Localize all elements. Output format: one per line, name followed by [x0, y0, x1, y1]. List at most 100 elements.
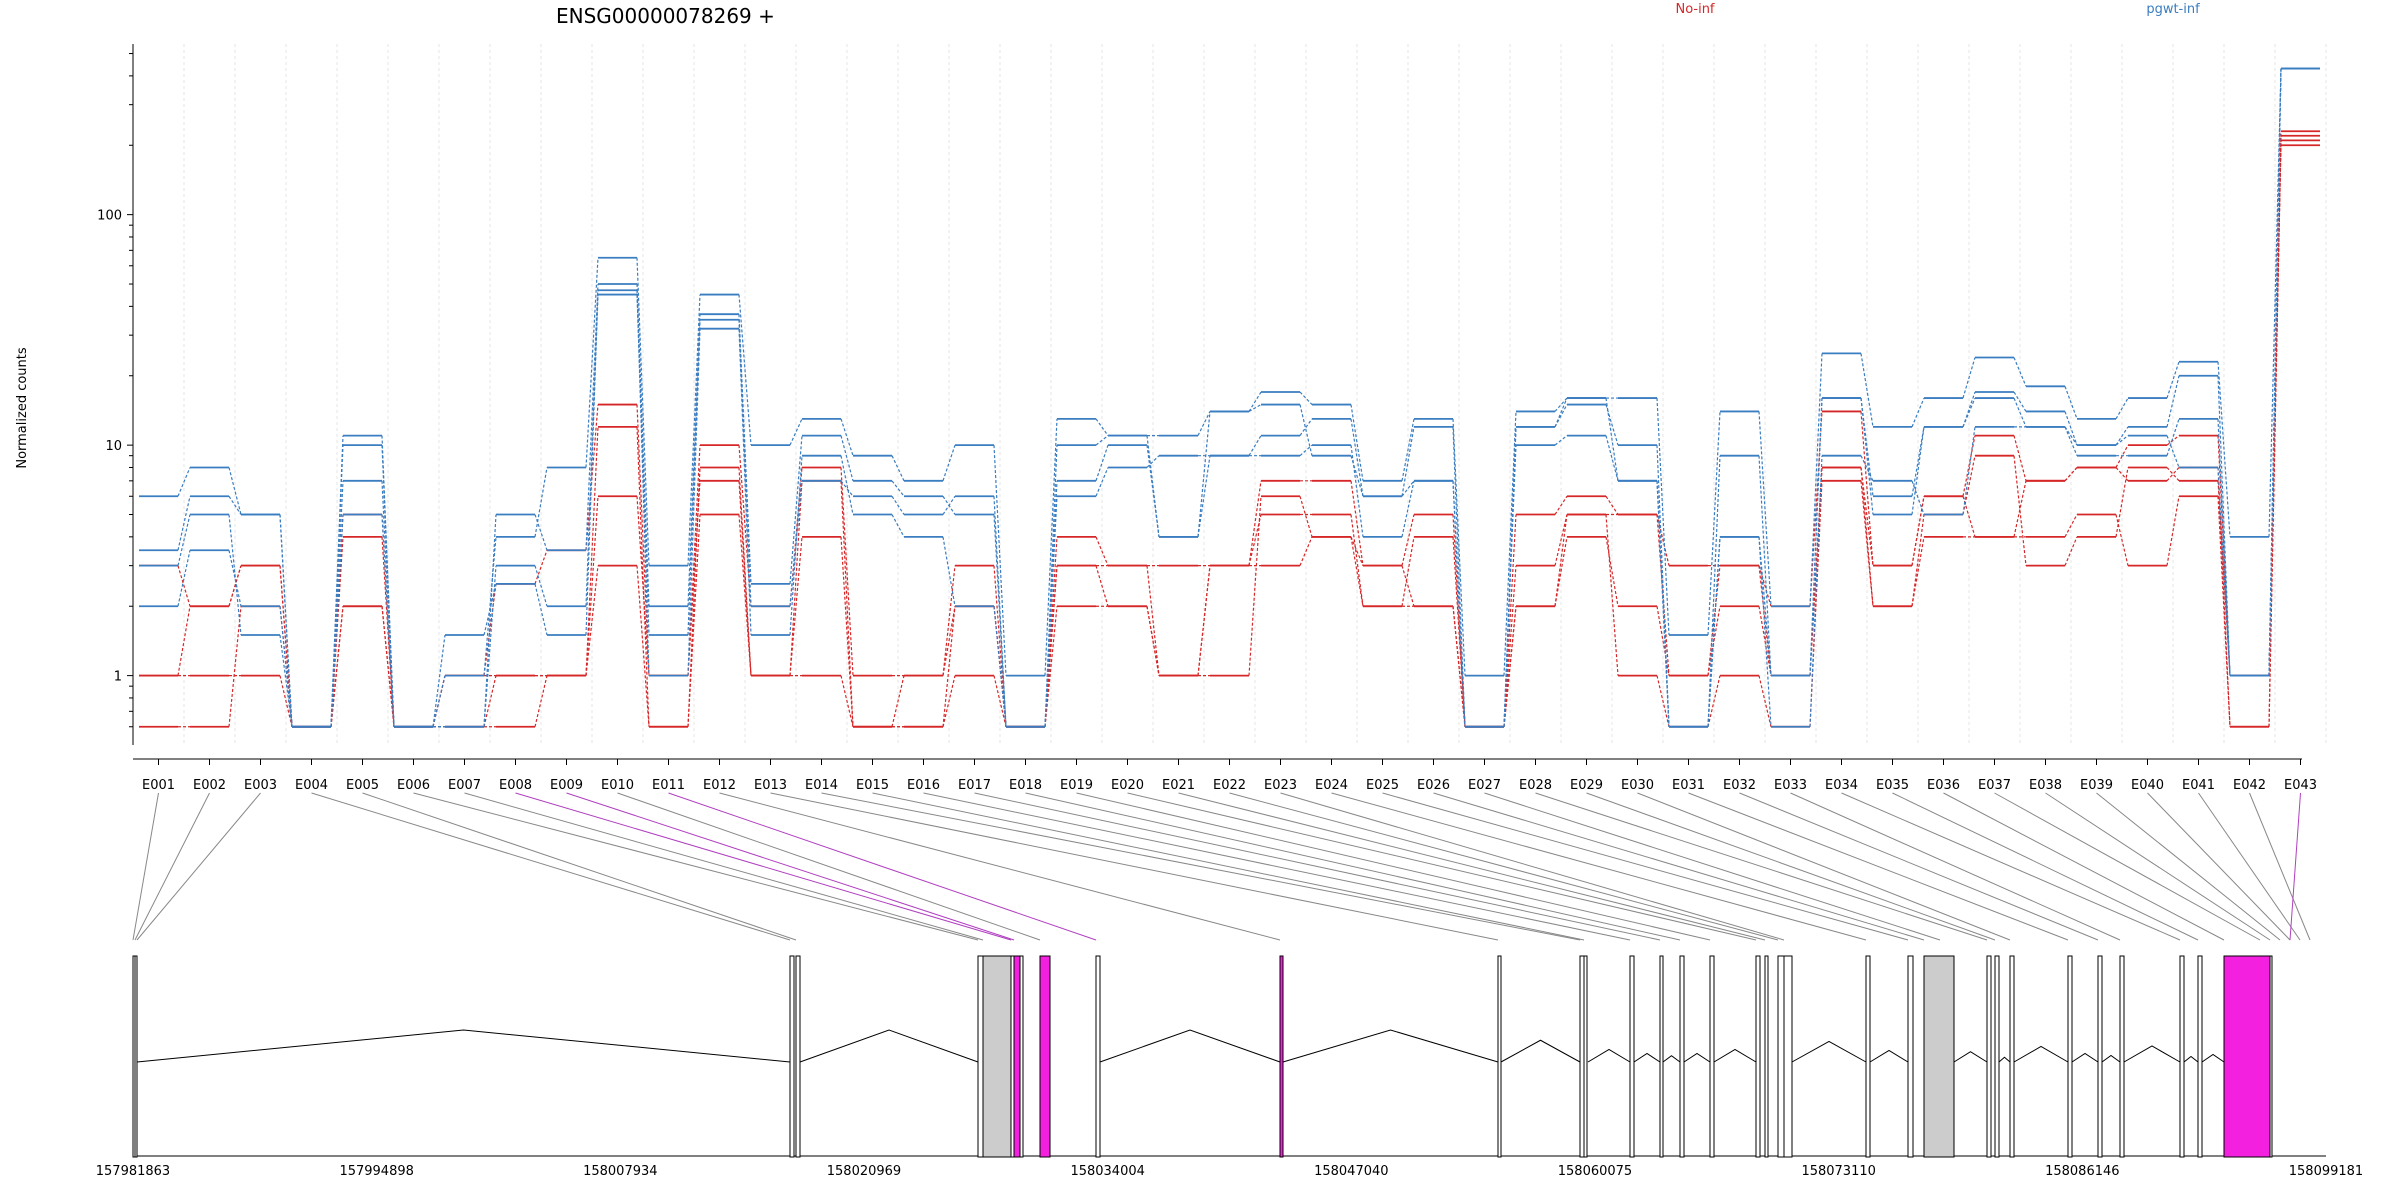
x-tick-label: E023 — [1264, 778, 1297, 793]
series-7-link — [585, 294, 599, 636]
series-0-link — [1248, 480, 1262, 566]
series-7-link — [1911, 426, 1925, 497]
series-7-link — [483, 583, 497, 636]
series-0 — [139, 134, 2320, 728]
series-3-link — [2217, 467, 2231, 727]
connector-line — [1331, 792, 1867, 941]
connector-line — [1229, 792, 1779, 941]
series-3-link — [2013, 480, 2027, 537]
exon-box — [1039, 955, 1051, 1158]
series-3-link — [2115, 467, 2129, 482]
series-5-link — [1860, 398, 1874, 515]
series-4-link — [1707, 411, 1721, 636]
series-7-link — [177, 514, 191, 566]
exon-box — [1923, 955, 1955, 1158]
series-5-link — [2064, 411, 2078, 446]
connector-line — [515, 792, 1012, 941]
series-7 — [139, 67, 2320, 728]
x-tick-label: E033 — [1774, 778, 1807, 793]
series-7-link — [1299, 404, 1313, 456]
series-0-link — [177, 565, 191, 607]
series-4-link — [1962, 357, 1976, 399]
series-6-link — [2217, 418, 2231, 676]
exon-box — [2009, 955, 2015, 1158]
x-tick-label: E014 — [805, 778, 838, 793]
y-axis-label: Normalized counts — [15, 347, 30, 469]
series-5-link — [483, 514, 497, 727]
exon-box — [795, 955, 801, 1158]
exon-box — [2097, 955, 2103, 1158]
series-1-link — [1962, 455, 1976, 515]
series-5-link — [1554, 404, 1568, 428]
x-tick-label: E043 — [2284, 778, 2317, 793]
exon-box — [1095, 955, 1101, 1158]
series-0-link — [1860, 411, 1874, 566]
exon-box — [1679, 955, 1685, 1158]
series-5-link — [1707, 455, 1721, 727]
connector-line — [1637, 792, 2011, 941]
exon-box — [1629, 955, 1635, 1158]
x-tick-label: E009 — [550, 778, 583, 793]
series-2 — [139, 130, 2320, 728]
y-tick-label: 10 — [105, 439, 122, 454]
series-7-link — [228, 514, 242, 636]
intron-line — [1683, 1052, 1711, 1063]
gene-model: 157981863 157994898 158007934 158020969 1580… — [96, 955, 2363, 1179]
series-6-link — [2166, 418, 2180, 456]
series-1-link — [1095, 565, 1109, 607]
series-5-link — [1401, 426, 1415, 497]
intron-line — [2071, 1052, 2099, 1063]
series-7-link — [1860, 398, 1874, 497]
exon-box — [1764, 955, 1769, 1158]
series-6-link — [177, 550, 191, 607]
series-5-link — [2013, 391, 2027, 412]
series-3-link — [534, 675, 548, 727]
intron-line — [1791, 1040, 1867, 1063]
connector-line — [132, 792, 159, 941]
series-6-link — [534, 565, 548, 607]
series-4-link — [1452, 418, 1466, 676]
series-4-link — [1656, 398, 1670, 636]
intron-line — [136, 1029, 791, 1063]
series-6-link — [2064, 426, 2078, 456]
intron-line — [1500, 1039, 1581, 1063]
series-7-link — [1248, 404, 1262, 412]
series-3-link — [1860, 467, 1874, 566]
x-tick-label: E012 — [703, 778, 736, 793]
series-6-link — [1605, 435, 1619, 481]
x-tick-label: E038 — [2029, 778, 2062, 793]
coordinate-label: 158047040 — [1314, 1164, 1388, 1179]
series-4-link — [177, 467, 191, 497]
series-2-link — [1554, 514, 1568, 566]
connector-line — [719, 792, 1281, 941]
series-2-link — [1299, 496, 1313, 538]
exon-box — [1986, 955, 1992, 1158]
series-3-link — [177, 606, 191, 676]
connector-line — [2096, 792, 2281, 941]
connector-line — [1739, 792, 2099, 941]
exon-box — [2197, 955, 2203, 1158]
series-1-link — [2166, 467, 2180, 482]
series-0-link — [993, 565, 1007, 727]
series-3-link — [1452, 606, 1466, 727]
x-tick-label: E020 — [1111, 778, 1144, 793]
intron-line — [1662, 1055, 1681, 1063]
series-3-link — [1146, 565, 1160, 676]
connector-line — [1280, 792, 1785, 941]
series-6-link — [585, 290, 599, 607]
intron-line — [2101, 1054, 2121, 1063]
series-0-link — [942, 565, 956, 676]
connector-line — [974, 792, 1661, 941]
series-5-link — [1146, 435, 1160, 537]
connector-line — [872, 792, 1585, 941]
x-tick-label: E019 — [1060, 778, 1093, 793]
series-6-link — [993, 606, 1007, 727]
coordinate-label: 158034004 — [1070, 1164, 1144, 1179]
exon-box — [1579, 955, 1585, 1158]
series-7-link — [1809, 398, 1823, 676]
connector-line — [821, 792, 1581, 941]
coordinate-label: 157994898 — [339, 1164, 413, 1179]
connector-line — [2147, 792, 2291, 941]
series-7-link — [2013, 397, 2027, 428]
